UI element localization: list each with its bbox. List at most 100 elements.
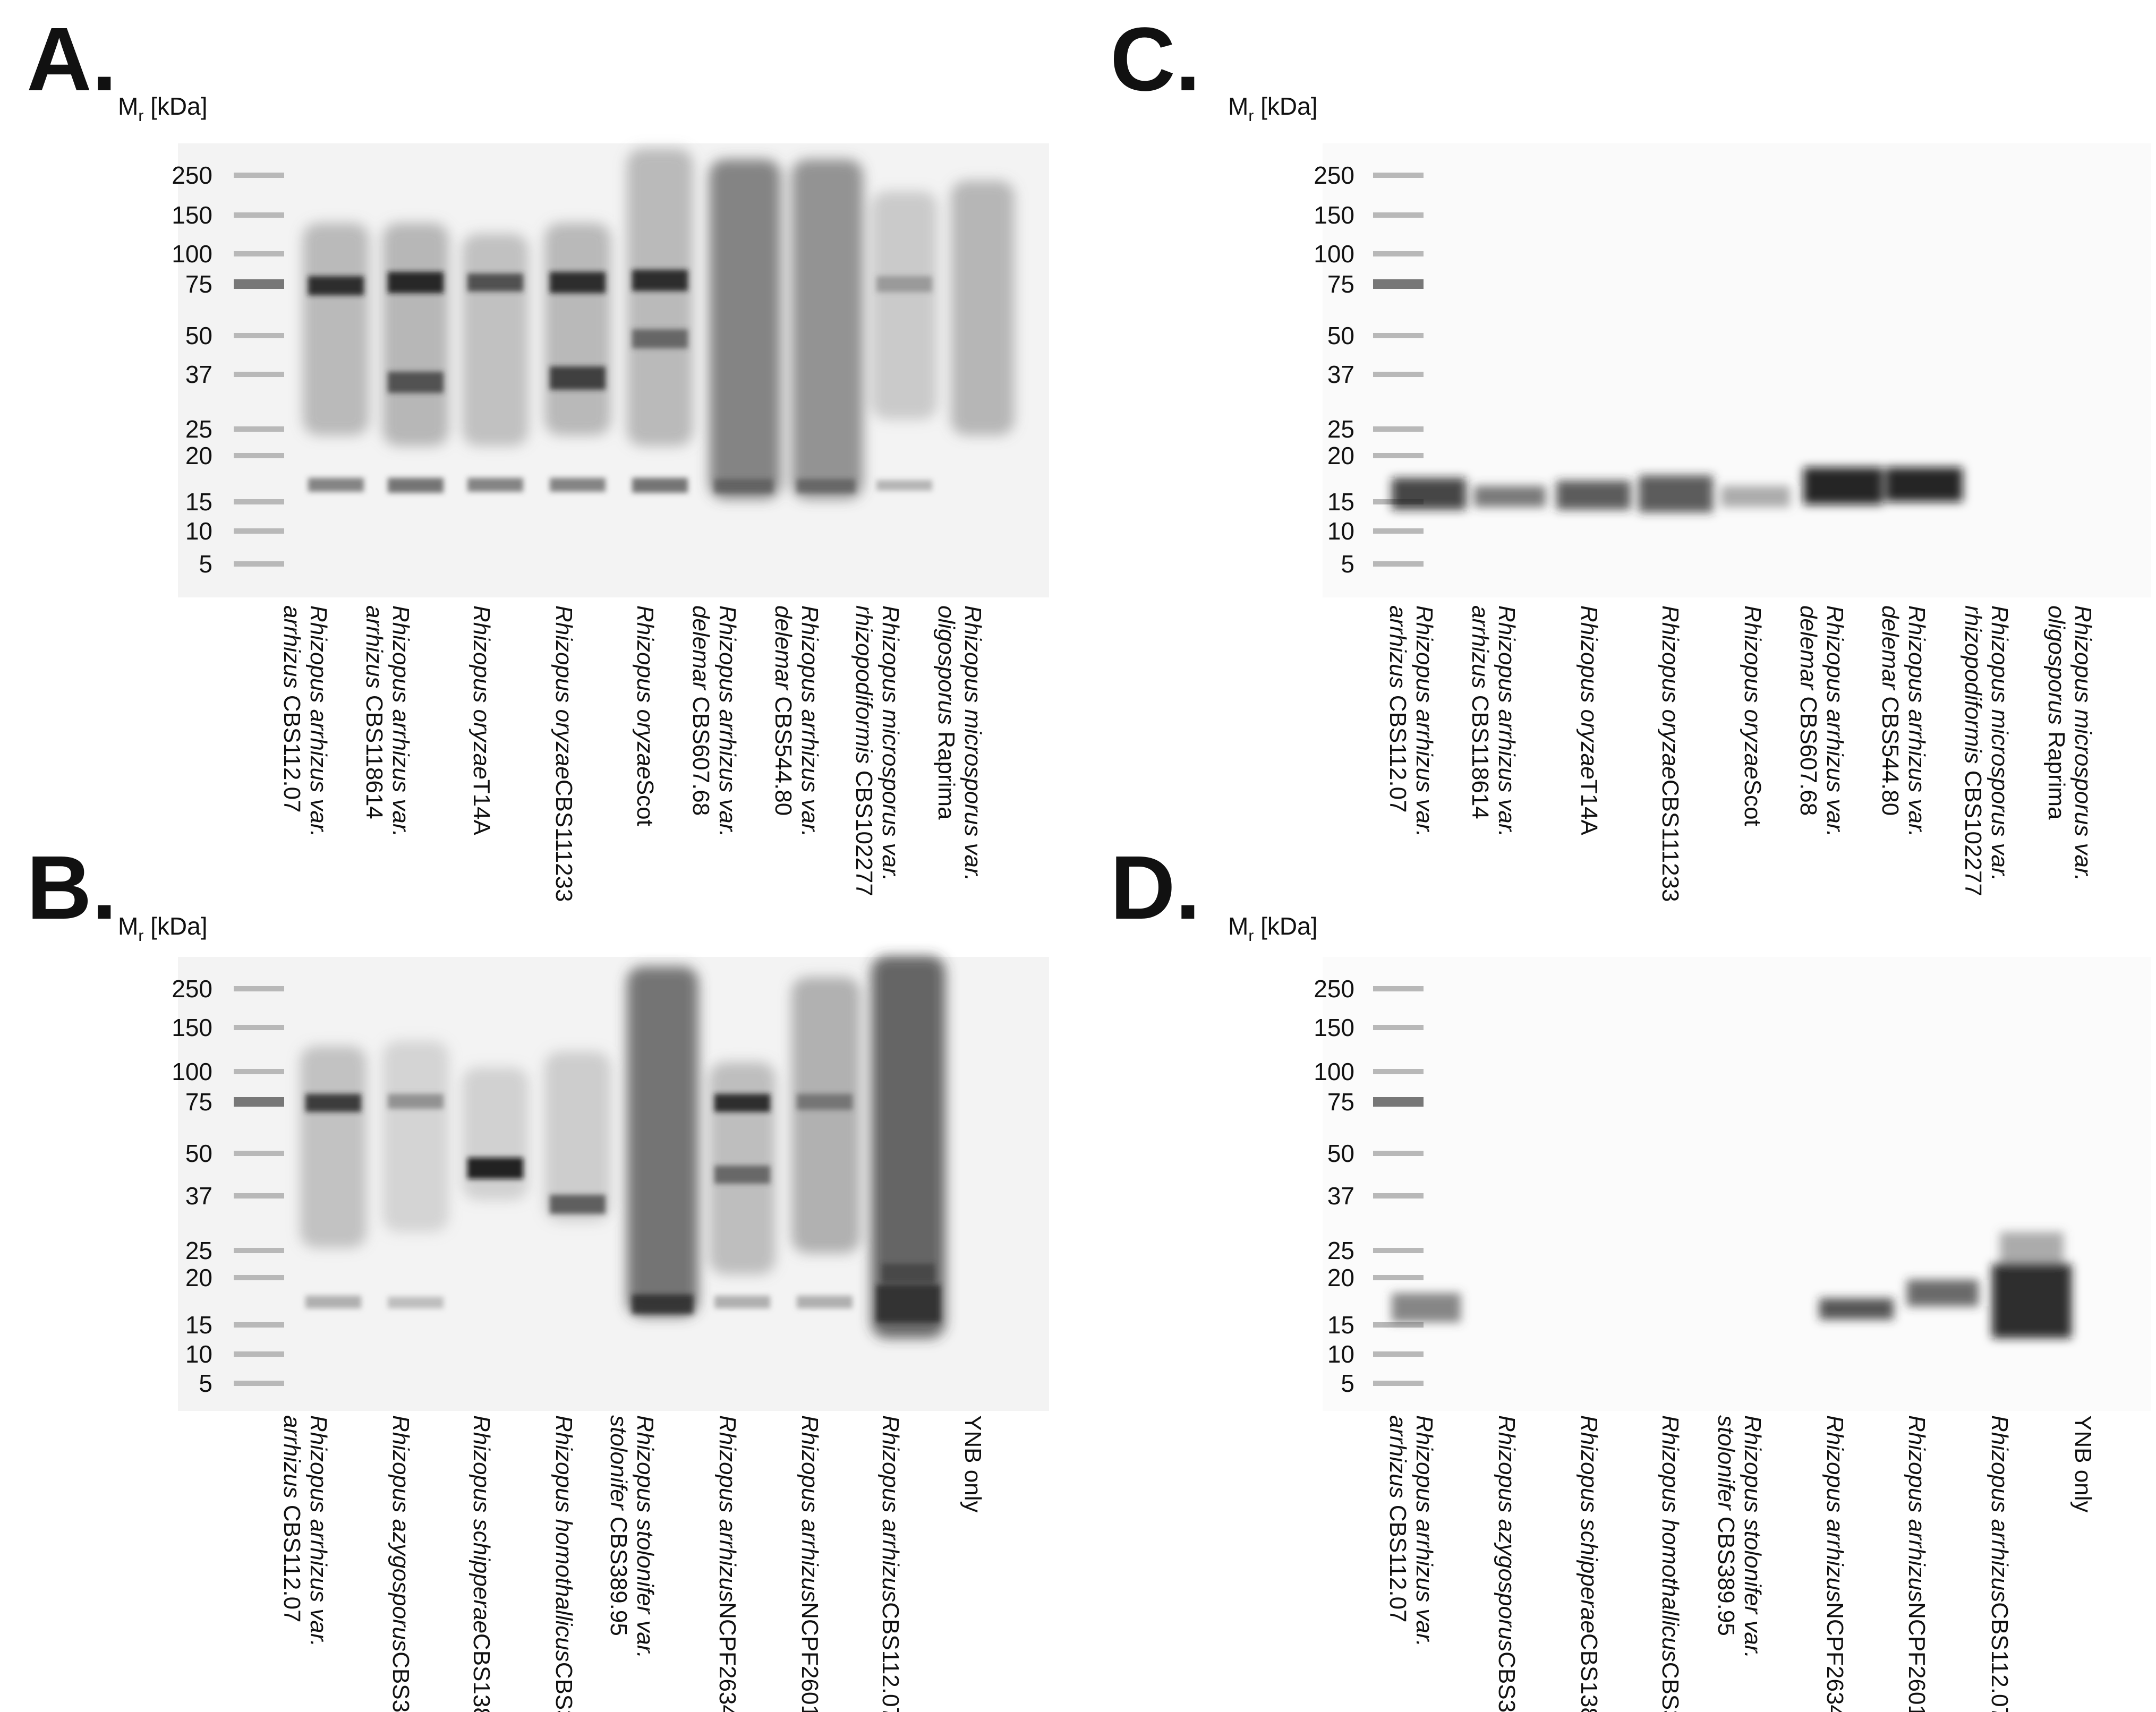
marker-label-25: 25 — [1327, 415, 1354, 443]
marker-label-250: 250 — [172, 975, 212, 1003]
ladder-band-20 — [1373, 453, 1424, 458]
lane-label-7: Rhizopus arrhizusNCPF2601 — [1904, 1415, 1930, 1712]
marker-label-50: 50 — [185, 322, 212, 349]
marker-label-75: 75 — [185, 1088, 212, 1116]
marker-label-37: 37 — [185, 1182, 212, 1210]
ladder-band-75 — [234, 279, 284, 289]
lane-label-3: Rhizopus oryzaeT14A — [1576, 605, 1602, 836]
lane-labels: Rhizopus arrhizus var.arrhizus CBS112.07… — [1385, 1415, 2096, 1712]
marker-label-75: 75 — [185, 270, 212, 298]
lane-label-4: Rhizopus homothallicusCBS336.62 — [1657, 1415, 1683, 1712]
marker-label-37: 37 — [1327, 1182, 1354, 1210]
lane-label-5: Rhizopus oryzaeScot — [632, 605, 658, 826]
marker-label-100: 100 — [172, 240, 212, 268]
lane-label-5: Rhizopus oryzaeScot — [1740, 605, 1766, 826]
lane-label-1: Rhizopus arrhizus var.arrhizus CBS112.07 — [279, 605, 331, 837]
marker-label-25: 25 — [1327, 1237, 1354, 1264]
ladder-band-150 — [234, 1025, 284, 1030]
marker-label-15: 15 — [1327, 1311, 1354, 1339]
marker-label-15: 15 — [185, 488, 212, 516]
ladder-band-75 — [234, 1097, 284, 1107]
blot-membrane — [1323, 957, 2151, 1411]
ladder-band-37 — [234, 1193, 284, 1199]
ladder-band-100 — [1373, 1069, 1424, 1074]
lane-label-1: Rhizopus arrhizus var.arrhizus CBS112.07 — [1385, 605, 1437, 837]
marker-label-75: 75 — [1327, 1088, 1354, 1116]
ladder-band-50 — [234, 1151, 284, 1156]
ladder-band-250 — [1373, 986, 1424, 991]
ladder-band-250 — [234, 173, 284, 178]
ladder-band-150 — [1373, 212, 1424, 218]
marker-label-75: 75 — [1327, 270, 1354, 298]
marker-label-5: 5 — [199, 550, 212, 578]
lane-label-9: YNB only — [960, 1415, 986, 1512]
lane-label-4: Rhizopus oryzaeCBS111233 — [1657, 605, 1683, 902]
ladder-band-150 — [234, 212, 284, 218]
marker-label-10: 10 — [185, 1340, 212, 1368]
ladder-band-25 — [1373, 1248, 1424, 1253]
lane-label-2: Rhizopus arrhizus var.arrhizus CBS118614 — [361, 605, 414, 837]
marker-label-150: 150 — [172, 201, 212, 229]
ladder-band-50 — [234, 333, 284, 338]
lane-label-1: Rhizopus arrhizus var.arrhizus CBS112.07 — [279, 1415, 331, 1647]
marker-label-5: 5 — [1341, 1369, 1354, 1397]
marker-label-250: 250 — [172, 161, 212, 189]
marker-label-100: 100 — [172, 1058, 212, 1085]
ladder-band-37 — [234, 372, 284, 377]
protein-bands — [1392, 1232, 2072, 1338]
lane-label-5: Rhizopus stolonifer var.stolonifer CBS38… — [606, 1415, 658, 1658]
ladder-band-10 — [234, 1351, 284, 1357]
lane-label-6: Rhizopus arrhizusNCPF2634 — [714, 1415, 740, 1712]
marker-label-15: 15 — [1327, 488, 1354, 516]
ladder-band-5 — [234, 1381, 284, 1386]
lane-label-3: Rhizopus schipperaeCBS138.93 — [1576, 1415, 1602, 1712]
lane-label-7: Rhizopus arrhizusNCPF2601 — [797, 1415, 823, 1712]
lane-label-2: Rhizopus azygosporusCBS357.93 — [1494, 1415, 1520, 1712]
marker-label-20: 20 — [185, 1264, 212, 1291]
ladder-band-20 — [234, 453, 284, 458]
ladder-band-75 — [1373, 279, 1424, 289]
lane-label-3: Rhizopus oryzaeT14A — [468, 605, 495, 836]
ladder-band-25 — [1373, 426, 1424, 432]
ladder-band-100 — [234, 251, 284, 256]
ladder-band-100 — [1373, 251, 1424, 256]
protein-bands — [305, 1094, 940, 1322]
marker-label-50: 50 — [1327, 1140, 1354, 1167]
marker-label-50: 50 — [1327, 322, 1354, 349]
lane-label-9: Rhizopus microsporus var.oligosporus Rap… — [933, 605, 986, 881]
panel-letter: A. — [27, 9, 117, 110]
ladder-band-10 — [1373, 1351, 1424, 1357]
ladder-band-20 — [1373, 1275, 1424, 1280]
ladder-band-10 — [234, 528, 284, 534]
lane-labels: Rhizopus arrhizus var.arrhizus CBS112.07… — [1385, 605, 2096, 902]
lane-label-7: Rhizopus arrhizus var.delemar CBS544.80 — [770, 605, 823, 837]
marker-label-10: 10 — [1327, 517, 1354, 545]
ladder-band-150 — [1373, 1025, 1424, 1030]
panel-letter: D. — [1110, 837, 1200, 938]
marker-label-37: 37 — [1327, 361, 1354, 388]
lane-label-8: Rhizopus microsporus var.rhizopodiformis… — [1960, 605, 2013, 896]
ladder-lane — [234, 173, 284, 567]
marker-label-10: 10 — [1327, 1340, 1354, 1368]
ladder-band-20 — [234, 1275, 284, 1280]
marker-label-20: 20 — [1327, 442, 1354, 469]
ladder-band-10 — [1373, 528, 1424, 534]
marker-label-250: 250 — [1314, 975, 1354, 1003]
lane-label-2: Rhizopus azygosporusCBS357.93 — [388, 1415, 414, 1712]
marker-label-20: 20 — [185, 442, 212, 469]
lane-label-4: Rhizopus homothallicusCBS336.62 — [551, 1415, 577, 1712]
ladder-band-5 — [1373, 561, 1424, 567]
lane-label-8: Rhizopus arrhizusCBS112.07 EPS — [877, 1415, 904, 1712]
marker-label-50: 50 — [185, 1140, 212, 1167]
mr-axis-label: Mr [kDa] — [1228, 912, 1317, 945]
mr-axis-label: Mr [kDa] — [118, 92, 207, 125]
ladder-band-50 — [1373, 333, 1424, 338]
